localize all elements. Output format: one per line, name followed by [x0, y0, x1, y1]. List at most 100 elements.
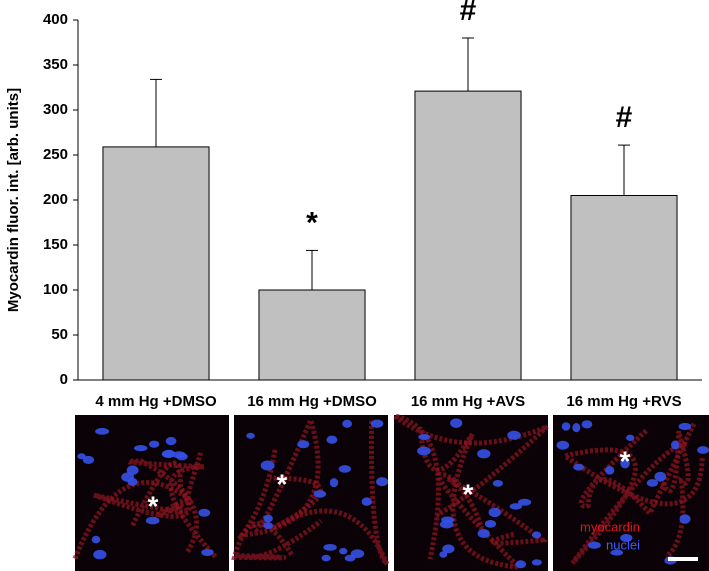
myocardin-strand	[231, 519, 323, 561]
nucleus	[77, 453, 86, 460]
nucleus	[417, 446, 431, 456]
nucleus	[573, 463, 585, 471]
nucleus	[198, 508, 211, 517]
nucleus	[484, 519, 497, 528]
nucleus	[121, 472, 134, 482]
nucleus	[91, 535, 101, 544]
nucleus	[670, 440, 680, 450]
nucleus	[246, 432, 255, 439]
y-tick-label: 350	[43, 56, 68, 73]
nucleus	[572, 422, 581, 433]
nucleus	[323, 543, 337, 551]
nucleus	[165, 436, 177, 446]
panel-mark: *	[148, 490, 159, 521]
micrograph-background	[234, 415, 388, 571]
nucleus	[338, 465, 352, 473]
nucleus	[450, 418, 463, 428]
nucleus	[260, 460, 275, 471]
y-axis-label: Myocardin fluor. int. [arb. units]	[5, 88, 22, 312]
myocardin-strand	[126, 458, 218, 559]
nucleus	[321, 554, 331, 562]
bar	[414, 90, 522, 381]
nucleus	[297, 440, 310, 449]
nucleus	[507, 430, 521, 440]
x-tick-label: 4 mm Hg +DMSO	[95, 393, 217, 410]
nucleus	[605, 466, 615, 475]
nucleus	[263, 514, 273, 523]
image-legend-label: nuclei	[606, 537, 640, 552]
y-tick-label: 300	[43, 101, 68, 118]
nucleus	[439, 520, 454, 529]
nucleus	[646, 479, 659, 487]
nucleus	[162, 449, 176, 458]
panel-mark: *	[277, 468, 288, 499]
nucleus	[82, 455, 95, 464]
nucleus	[361, 497, 372, 506]
nucleus	[654, 471, 667, 482]
nucleus	[201, 548, 214, 557]
nucleus	[313, 490, 327, 498]
nucleus	[133, 445, 148, 452]
micrograph-panel	[231, 412, 390, 571]
nucleus	[625, 434, 635, 441]
nucleus	[679, 514, 691, 524]
nucleus	[620, 458, 630, 469]
nucleus	[342, 419, 353, 428]
nucleus	[477, 529, 490, 538]
myocardin-strand	[393, 413, 549, 560]
micrograph-panel	[393, 413, 549, 571]
nucleus	[531, 531, 542, 539]
nucleus	[581, 420, 593, 429]
nucleus	[515, 560, 527, 569]
nucleus	[517, 498, 532, 506]
bar	[570, 195, 678, 381]
significance-mark: #	[616, 101, 633, 134]
nucleus	[509, 503, 523, 510]
nucleus	[477, 449, 491, 459]
nucleus	[95, 427, 110, 435]
nucleus	[418, 434, 431, 441]
panel-mark: *	[463, 478, 474, 509]
bar	[258, 289, 366, 381]
significance-mark: *	[306, 206, 318, 239]
image-legend-label: myocardin	[580, 519, 640, 534]
nucleus	[556, 440, 570, 450]
y-tick-label: 200	[43, 191, 68, 208]
scale-bar	[668, 557, 698, 561]
nucleus	[531, 559, 542, 566]
nucleus	[148, 440, 160, 448]
nucleus	[697, 446, 709, 454]
micrograph-panel	[72, 415, 229, 571]
nucleus	[370, 419, 384, 428]
y-tick-label: 400	[43, 11, 68, 28]
myocardin-strand	[446, 476, 549, 546]
y-tick-label: 250	[43, 146, 68, 163]
nucleus	[492, 479, 504, 487]
y-tick-label: 150	[43, 236, 68, 253]
nucleus	[376, 477, 389, 487]
nucleus	[263, 522, 274, 530]
y-tick-label: 50	[51, 326, 68, 343]
y-tick-label: 100	[43, 281, 68, 298]
myocardin-strand	[417, 426, 525, 571]
micrograph-panel	[553, 415, 709, 571]
x-tick-label: 16 mm Hg +DMSO	[247, 393, 377, 410]
panel-mark: *	[620, 445, 631, 476]
nucleus	[439, 551, 448, 558]
nucleus	[93, 549, 107, 560]
nucleus	[339, 547, 348, 555]
significance-mark: #	[460, 0, 477, 27]
nucleus	[620, 533, 633, 543]
nucleus	[329, 478, 339, 488]
nucleus	[587, 541, 601, 549]
nucleus	[145, 516, 160, 525]
nucleus	[326, 435, 338, 444]
x-tick-label: 16 mm Hg +AVS	[411, 393, 525, 410]
nucleus	[678, 422, 692, 431]
nucleus	[172, 451, 186, 459]
nucleus	[488, 507, 501, 518]
bar	[102, 146, 210, 381]
x-tick-label: 16 mm Hg +RVS	[566, 393, 681, 410]
nucleus	[442, 544, 455, 554]
